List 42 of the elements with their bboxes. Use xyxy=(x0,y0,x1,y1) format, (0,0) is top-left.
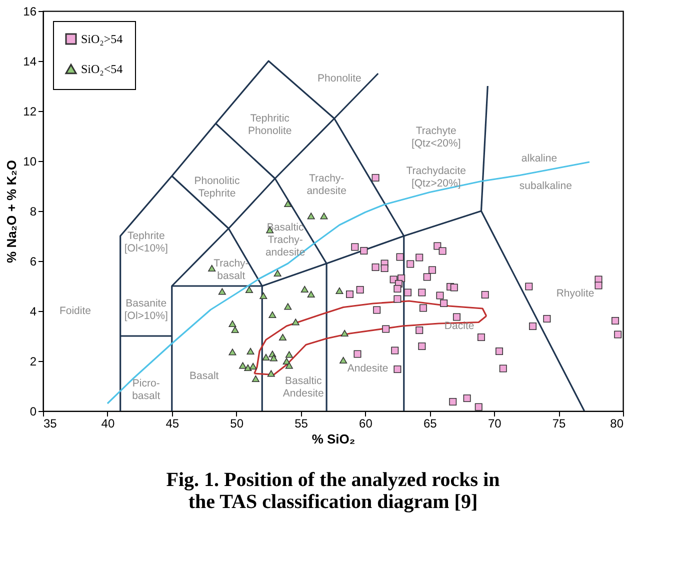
legend-label: SiO₂>54 xyxy=(81,32,123,46)
annotation: Phonolitic Tephrite xyxy=(194,175,240,200)
y-tick-label: 12 xyxy=(23,104,37,118)
x-tick-label: 60 xyxy=(359,416,373,430)
annotation: Rhyolite xyxy=(556,288,594,300)
annotation: Basalt xyxy=(190,370,219,382)
y-tick-label: 8 xyxy=(30,204,37,218)
y-tick-label: 14 xyxy=(23,54,37,68)
x-tick-label: 50 xyxy=(230,416,244,430)
text: Fig. 1. Position of the analyzed rocks in the TAS classification diagram [9] xyxy=(166,469,500,513)
y-tick-label: 4 xyxy=(30,304,37,318)
x-tick-label: 55 xyxy=(294,416,308,430)
annotation: Basaltic Andesite xyxy=(282,375,324,400)
annotation: alkaline xyxy=(521,152,558,164)
annotation: Trachy- basalt xyxy=(214,258,250,282)
x-tick-label: 40 xyxy=(101,416,115,430)
y-tick-label: 0 xyxy=(30,404,37,418)
x-tick-label: 45 xyxy=(166,416,180,430)
x-tick-label: 80 xyxy=(610,416,624,430)
annotation: Andesite xyxy=(347,362,388,374)
y-tick-label: 10 xyxy=(23,154,37,168)
annotation: Dacite xyxy=(444,320,474,332)
annotation: Phonolite xyxy=(318,72,362,84)
annotation: Foidite xyxy=(59,305,92,317)
x-axis-title: % SiO₂ xyxy=(312,432,356,446)
legend-label: SiO₂<54 xyxy=(81,62,123,76)
y-tick-label: 6 xyxy=(30,254,37,268)
annotation: Basanite [Ol>10%] xyxy=(124,298,168,322)
y-axis-title: % Na₂O + % K₂O xyxy=(4,160,20,263)
x-tick-label: 70 xyxy=(488,416,502,430)
y-tick-label: 16 xyxy=(23,4,37,18)
x-tick-label: 35 xyxy=(44,416,58,430)
y-tick-label: 2 xyxy=(30,354,37,368)
x-tick-label: 65 xyxy=(423,416,438,430)
annotation: Tephrite [Ol<10%] xyxy=(124,230,168,254)
annotation: Trachyte [Qtz<20%] xyxy=(411,125,461,150)
annotation: Trachy- andesite xyxy=(306,172,347,197)
x-tick-label: 75 xyxy=(552,416,566,430)
annotation: Trachydacite [Qtz>20%] xyxy=(406,165,466,190)
annotation: Picro- basalt xyxy=(132,378,160,402)
annotation: Tephritic Phonolite xyxy=(248,112,292,137)
annotation: subalkaline xyxy=(519,180,572,192)
